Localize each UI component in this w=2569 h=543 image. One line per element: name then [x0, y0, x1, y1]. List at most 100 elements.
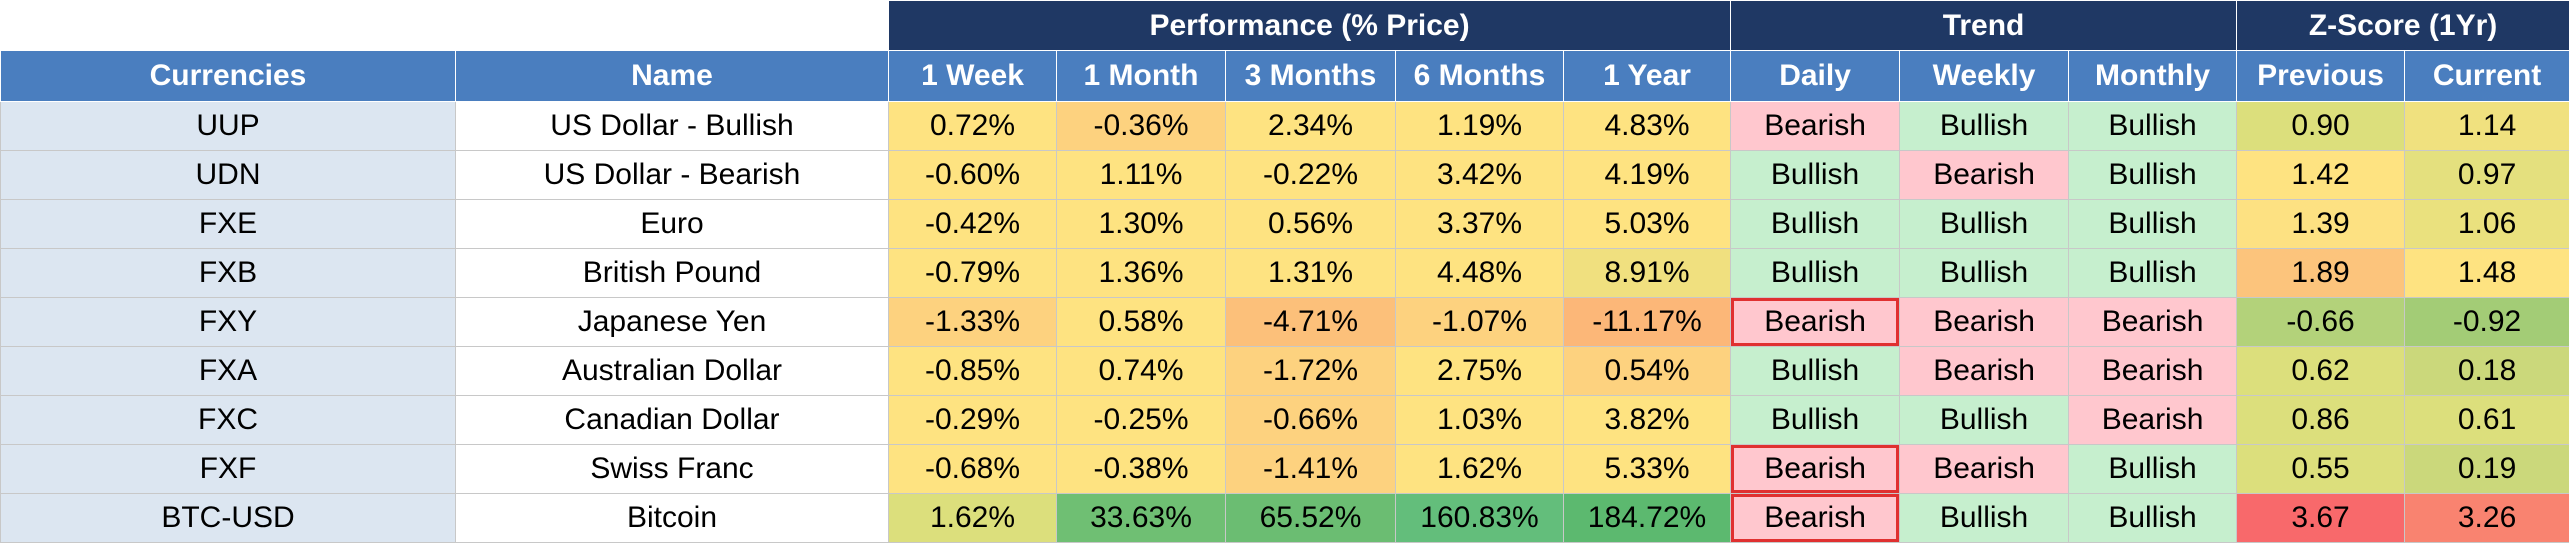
zscore-current-cell: -0.92 — [2405, 298, 2569, 347]
column-header-row: Currencies Name 1 Week 1 Month 3 Months … — [1, 51, 2569, 102]
group-performance: Performance (% Price) — [889, 1, 1731, 51]
perf-1-month-cell: 0.74% — [1057, 347, 1226, 396]
header-daily: Daily — [1731, 51, 1900, 102]
currency-name-cell: Bitcoin — [456, 494, 889, 543]
header-weekly: Weekly — [1900, 51, 2069, 102]
table-row: BTC-USD Bitcoin 1.62% 33.63% 65.52% 160.… — [1, 494, 2569, 543]
trend-daily-cell: Bearish — [1731, 445, 1900, 494]
trend-weekly-cell: Bullish — [1900, 102, 2069, 151]
header-3-months: 3 Months — [1226, 51, 1396, 102]
trend-weekly-cell: Bearish — [1900, 347, 2069, 396]
header-name: Name — [456, 51, 889, 102]
perf-1-year-cell: 8.91% — [1564, 249, 1731, 298]
zscore-previous-cell: 1.42 — [2237, 151, 2405, 200]
currency-symbol-cell: FXA — [1, 347, 456, 396]
trend-daily-cell: Bearish — [1731, 102, 1900, 151]
perf-1-year-cell: 3.82% — [1564, 396, 1731, 445]
zscore-current-cell: 1.14 — [2405, 102, 2569, 151]
trend-weekly-cell: Bullish — [1900, 494, 2069, 543]
perf-6-months-cell: 1.03% — [1396, 396, 1564, 445]
perf-3-months-cell: 2.34% — [1226, 102, 1396, 151]
perf-1-month-cell: 33.63% — [1057, 494, 1226, 543]
zscore-previous-cell: 1.39 — [2237, 200, 2405, 249]
header-1-month: 1 Month — [1057, 51, 1226, 102]
trend-monthly-cell: Bullish — [2069, 200, 2237, 249]
perf-1-week-cell: 0.72% — [889, 102, 1057, 151]
table-row: FXE Euro -0.42% 1.30% 0.56% 3.37% 5.03% … — [1, 200, 2569, 249]
currency-name-cell: British Pound — [456, 249, 889, 298]
header-current: Current — [2405, 51, 2569, 102]
header-1-year: 1 Year — [1564, 51, 1731, 102]
trend-monthly-cell: Bearish — [2069, 347, 2237, 396]
perf-1-week-cell: -0.29% — [889, 396, 1057, 445]
table-row: FXB British Pound -0.79% 1.36% 1.31% 4.4… — [1, 249, 2569, 298]
perf-1-year-cell: 184.72% — [1564, 494, 1731, 543]
zscore-current-cell: 1.06 — [2405, 200, 2569, 249]
trend-daily-cell: Bullish — [1731, 347, 1900, 396]
perf-6-months-cell: 160.83% — [1396, 494, 1564, 543]
perf-1-week-cell: -0.60% — [889, 151, 1057, 200]
perf-1-month-cell: -0.25% — [1057, 396, 1226, 445]
perf-3-months-cell: -4.71% — [1226, 298, 1396, 347]
perf-3-months-cell: 0.56% — [1226, 200, 1396, 249]
currency-name-cell: US Dollar - Bearish — [456, 151, 889, 200]
perf-6-months-cell: 2.75% — [1396, 347, 1564, 396]
currency-name-cell: US Dollar - Bullish — [456, 102, 889, 151]
trend-weekly-cell: Bearish — [1900, 151, 2069, 200]
currency-name-cell: Swiss Franc — [456, 445, 889, 494]
perf-1-year-cell: 4.19% — [1564, 151, 1731, 200]
currency-name-cell: Japanese Yen — [456, 298, 889, 347]
perf-6-months-cell: 3.42% — [1396, 151, 1564, 200]
perf-1-year-cell: -11.17% — [1564, 298, 1731, 347]
zscore-previous-cell: 3.67 — [2237, 494, 2405, 543]
table-body: UUP US Dollar - Bullish 0.72% -0.36% 2.3… — [1, 102, 2569, 543]
zscore-current-cell: 0.61 — [2405, 396, 2569, 445]
currency-name-cell: Canadian Dollar — [456, 396, 889, 445]
trend-monthly-cell: Bullish — [2069, 494, 2237, 543]
currency-symbol-cell: FXE — [1, 200, 456, 249]
perf-6-months-cell: 4.48% — [1396, 249, 1564, 298]
zscore-current-cell: 3.26 — [2405, 494, 2569, 543]
trend-monthly-cell: Bullish — [2069, 151, 2237, 200]
perf-1-month-cell: 0.58% — [1057, 298, 1226, 347]
table-row: UDN US Dollar - Bearish -0.60% 1.11% -0.… — [1, 151, 2569, 200]
perf-1-week-cell: -0.42% — [889, 200, 1057, 249]
zscore-previous-cell: 0.62 — [2237, 347, 2405, 396]
perf-3-months-cell: -1.72% — [1226, 347, 1396, 396]
trend-daily-cell: Bullish — [1731, 151, 1900, 200]
currency-symbol-cell: FXC — [1, 396, 456, 445]
table-row: FXY Japanese Yen -1.33% 0.58% -4.71% -1.… — [1, 298, 2569, 347]
perf-6-months-cell: 1.62% — [1396, 445, 1564, 494]
perf-3-months-cell: -1.41% — [1226, 445, 1396, 494]
zscore-previous-cell: 1.89 — [2237, 249, 2405, 298]
table-row: FXA Australian Dollar -0.85% 0.74% -1.72… — [1, 347, 2569, 396]
perf-1-year-cell: 0.54% — [1564, 347, 1731, 396]
currency-symbol-cell: UDN — [1, 151, 456, 200]
trend-weekly-cell: Bearish — [1900, 445, 2069, 494]
perf-1-month-cell: 1.30% — [1057, 200, 1226, 249]
trend-daily-cell: Bullish — [1731, 249, 1900, 298]
group-header-row: Performance (% Price) Trend Z-Score (1Yr… — [1, 1, 2569, 51]
perf-3-months-cell: -0.22% — [1226, 151, 1396, 200]
trend-monthly-cell: Bullish — [2069, 249, 2237, 298]
header-6-months: 6 Months — [1396, 51, 1564, 102]
perf-1-week-cell: 1.62% — [889, 494, 1057, 543]
group-zscore: Z-Score (1Yr) — [2237, 1, 2569, 51]
perf-6-months-cell: 3.37% — [1396, 200, 1564, 249]
trend-weekly-cell: Bearish — [1900, 298, 2069, 347]
table-row: FXF Swiss Franc -0.68% -0.38% -1.41% 1.6… — [1, 445, 2569, 494]
trend-weekly-cell: Bullish — [1900, 249, 2069, 298]
perf-1-year-cell: 4.83% — [1564, 102, 1731, 151]
header-monthly: Monthly — [2069, 51, 2237, 102]
trend-monthly-cell: Bullish — [2069, 102, 2237, 151]
trend-monthly-cell: Bearish — [2069, 298, 2237, 347]
perf-3-months-cell: 1.31% — [1226, 249, 1396, 298]
currency-symbol-cell: FXY — [1, 298, 456, 347]
perf-1-week-cell: -0.68% — [889, 445, 1057, 494]
zscore-current-cell: 0.19 — [2405, 445, 2569, 494]
trend-monthly-cell: Bullish — [2069, 445, 2237, 494]
zscore-current-cell: 0.97 — [2405, 151, 2569, 200]
currency-name-cell: Australian Dollar — [456, 347, 889, 396]
currency-symbol-cell: FXF — [1, 445, 456, 494]
currency-symbol-cell: FXB — [1, 249, 456, 298]
